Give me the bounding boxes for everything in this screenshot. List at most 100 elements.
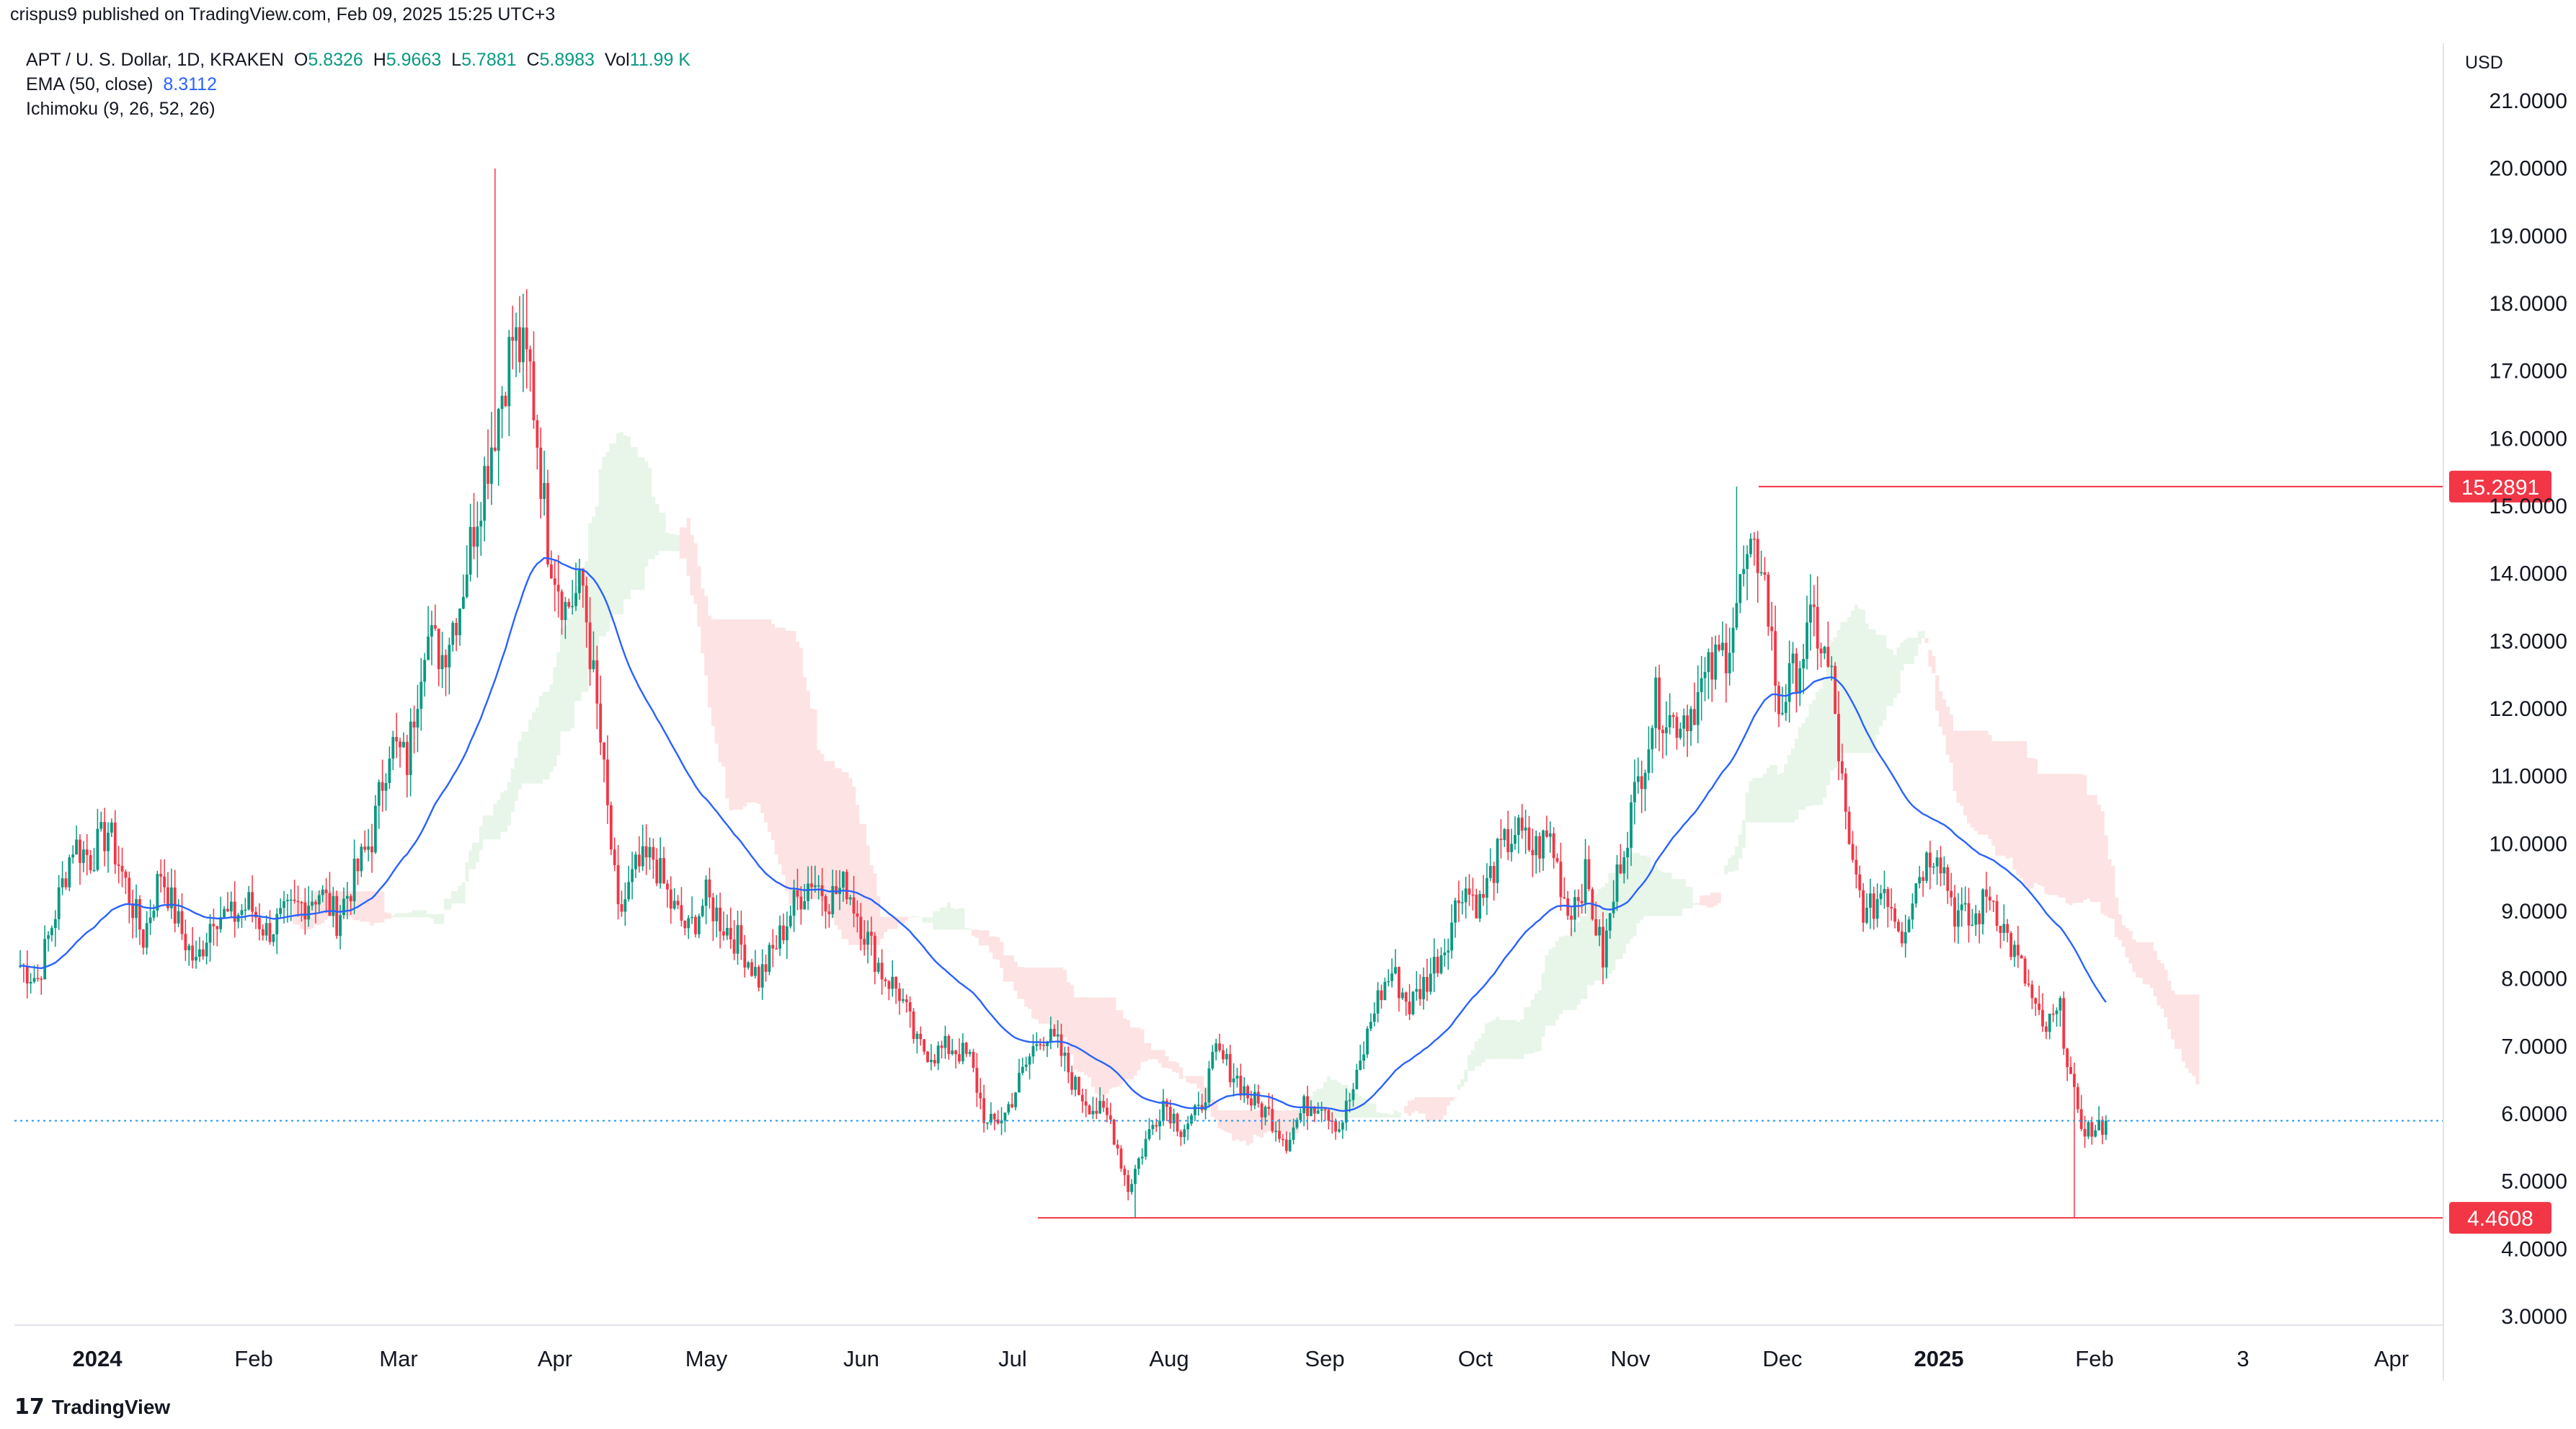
- candle-body: [1063, 1052, 1067, 1056]
- candle-body: [1052, 1029, 1056, 1037]
- cloud-segment: [718, 619, 722, 763]
- cloud-segment: [838, 768, 842, 930]
- cloud-segment: [1819, 688, 1824, 805]
- candle-body: [226, 908, 229, 912]
- cloud-segment: [1857, 609, 1862, 753]
- tradingview-logo[interactable]: 𝟭𝟳 TradingView: [14, 1394, 170, 1420]
- candle-body: [107, 832, 110, 851]
- candle-body: [272, 934, 275, 942]
- candle-body: [2090, 1122, 2094, 1137]
- candle-body: [1883, 888, 1886, 893]
- legend-ema-row[interactable]: EMA (50, close) 8.3112: [26, 72, 690, 97]
- candle-body: [156, 874, 159, 911]
- cloud-segment: [1552, 947, 1556, 1026]
- candle-body: [1306, 1096, 1309, 1116]
- cloud-segment: [2030, 758, 2035, 888]
- legend-ichimoku-row[interactable]: Ichimoku (9, 26, 52, 26): [26, 97, 690, 121]
- cloud-segment: [1400, 1112, 1405, 1114]
- candle-body: [1570, 916, 1573, 920]
- candle-body: [233, 901, 236, 922]
- cloud-segment: [1003, 955, 1008, 982]
- cloud-segment: [1380, 1112, 1384, 1118]
- cloud-segment: [1200, 1076, 1204, 1093]
- candle-body: [1228, 1053, 1232, 1083]
- candle-body: [300, 902, 303, 903]
- candle-body: [736, 925, 740, 954]
- candle-body: [339, 915, 342, 937]
- cloud-segment: [1000, 942, 1004, 968]
- cloud-segment: [1221, 1110, 1225, 1131]
- candle-body: [412, 721, 416, 728]
- cloud-segment: [1728, 858, 1732, 872]
- cloud-segment: [1573, 927, 1577, 1010]
- cloud-segment: [567, 618, 571, 732]
- cloud-segment: [1586, 902, 1591, 986]
- cloud-segment: [1116, 1010, 1120, 1087]
- candle-body: [2083, 1128, 2087, 1137]
- candle-body: [1837, 714, 1840, 762]
- candle-body: [1626, 847, 1630, 858]
- candle-body: [335, 895, 339, 937]
- tradingview-logo-icon: 𝟭𝟳: [14, 1395, 45, 1419]
- candle-body: [1183, 1129, 1186, 1138]
- candle-body: [2023, 958, 2027, 984]
- candle-body: [1636, 776, 1640, 782]
- candle-body: [831, 885, 835, 914]
- cloud-segment: [1653, 866, 1658, 916]
- candle-body: [1679, 728, 1682, 738]
- horizontal-levels[interactable]: 15.2891 4.4608: [1038, 470, 2551, 1234]
- candle-body: [729, 927, 732, 940]
- candle-body: [1447, 950, 1450, 953]
- symbol-label[interactable]: APT / U. S. Dollar, 1D, KRAKEN: [26, 50, 284, 70]
- candle-body: [887, 981, 891, 989]
- candle-body: [908, 1002, 912, 1012]
- candle-body: [1359, 1061, 1362, 1070]
- candle-body: [1978, 913, 1981, 924]
- candle-body: [1204, 1102, 1207, 1110]
- time-tick-label: Nov: [1610, 1346, 1651, 1371]
- candle-body: [1243, 1086, 1246, 1096]
- time-axis[interactable]: 2024 Feb Mar Apr May Jun Jul Aug Sep Oct Nov Dec 202…: [73, 1346, 2410, 1371]
- candle-body: [915, 1033, 919, 1040]
- candle-body: [1552, 833, 1555, 859]
- candle-body: [1559, 862, 1563, 898]
- candle-body: [261, 929, 265, 936]
- candle-body: [81, 849, 85, 863]
- candle-body: [1362, 1054, 1366, 1061]
- candle-body: [1587, 859, 1591, 890]
- cloud-segment: [968, 928, 972, 930]
- cloud-segment: [792, 631, 796, 904]
- candle-body: [1696, 691, 1700, 725]
- candle-body: [1812, 604, 1816, 607]
- currency-label[interactable]: USD: [2465, 53, 2503, 73]
- candle-body: [1802, 658, 1806, 668]
- candle-body: [2009, 932, 2012, 957]
- cloud-segment: [1436, 1097, 1440, 1120]
- price-axis[interactable]: 3.0000 4.0000 5.0000 6.0000 7.0000 8.0000 9.00…: [2490, 89, 2567, 1329]
- cloud-segment: [2069, 774, 2073, 906]
- cloud-segment: [989, 936, 993, 952]
- candle-body: [1566, 898, 1570, 916]
- candle-body: [581, 568, 585, 586]
- candle-body: [799, 896, 803, 910]
- cloud-segment: [377, 891, 381, 923]
- candle-body: [1604, 930, 1608, 968]
- time-tick-label: 2025: [1914, 1346, 1964, 1371]
- candle-body: [634, 854, 637, 870]
- cloud-segment: [1161, 1050, 1165, 1068]
- candle-body: [1886, 888, 1890, 907]
- candle-body: [715, 907, 719, 921]
- cloud-segment: [1524, 1007, 1528, 1054]
- candle-body: [1080, 1094, 1084, 1102]
- candle-body: [1067, 1052, 1070, 1073]
- cloud-segment: [1397, 1112, 1401, 1118]
- cloud-segment: [1088, 997, 1092, 1078]
- candle-body: [1070, 1072, 1074, 1090]
- candle-body: [285, 900, 289, 901]
- candlestick-series: [19, 168, 2108, 1218]
- cloud-segment: [1133, 1027, 1137, 1076]
- candle-body: [71, 854, 75, 858]
- candle-body: [1380, 990, 1383, 1001]
- candle-body: [817, 885, 820, 887]
